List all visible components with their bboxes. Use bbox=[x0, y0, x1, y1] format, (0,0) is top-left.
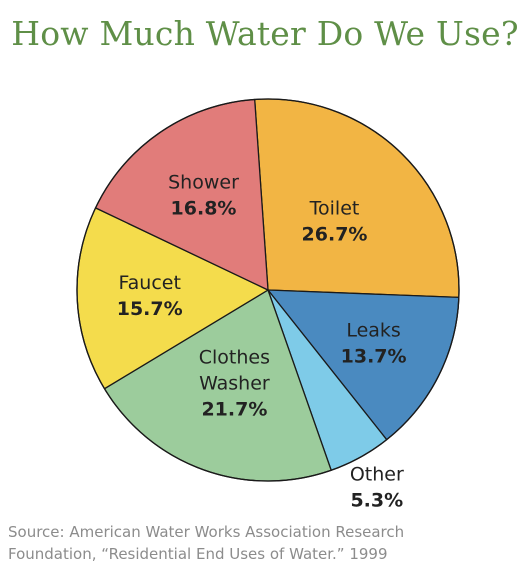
chart-title: How Much Water Do We Use? bbox=[11, 14, 519, 53]
slice-value-leaks: 13.7% bbox=[341, 346, 407, 368]
slice-value-toilet: 26.7% bbox=[302, 223, 368, 245]
slice-value-clothes-washer: 21.7% bbox=[201, 399, 267, 421]
slice-label-toilet: Toilet bbox=[309, 197, 360, 219]
source-line-2: Foundation, “Residential End Uses of Wat… bbox=[8, 545, 388, 563]
slice-value-faucet: 15.7% bbox=[117, 298, 183, 320]
source-line-1: Source: American Water Works Association… bbox=[8, 523, 405, 541]
slice-value-shower: 16.8% bbox=[171, 197, 237, 219]
slice-label-shower: Shower bbox=[168, 171, 239, 193]
slice-label-faucet: Faucet bbox=[118, 272, 180, 294]
slice-label-clothes-washer-1: Clothes bbox=[199, 347, 270, 369]
slice-label-other: Other bbox=[350, 463, 404, 485]
slice-label-clothes-washer-2: Washer bbox=[199, 373, 270, 395]
slice-label-leaks: Leaks bbox=[346, 320, 401, 342]
source-note: Source: American Water Works Association… bbox=[8, 521, 523, 565]
slice-value-other: 5.3% bbox=[350, 489, 403, 511]
pie-outline bbox=[76, 98, 460, 482]
